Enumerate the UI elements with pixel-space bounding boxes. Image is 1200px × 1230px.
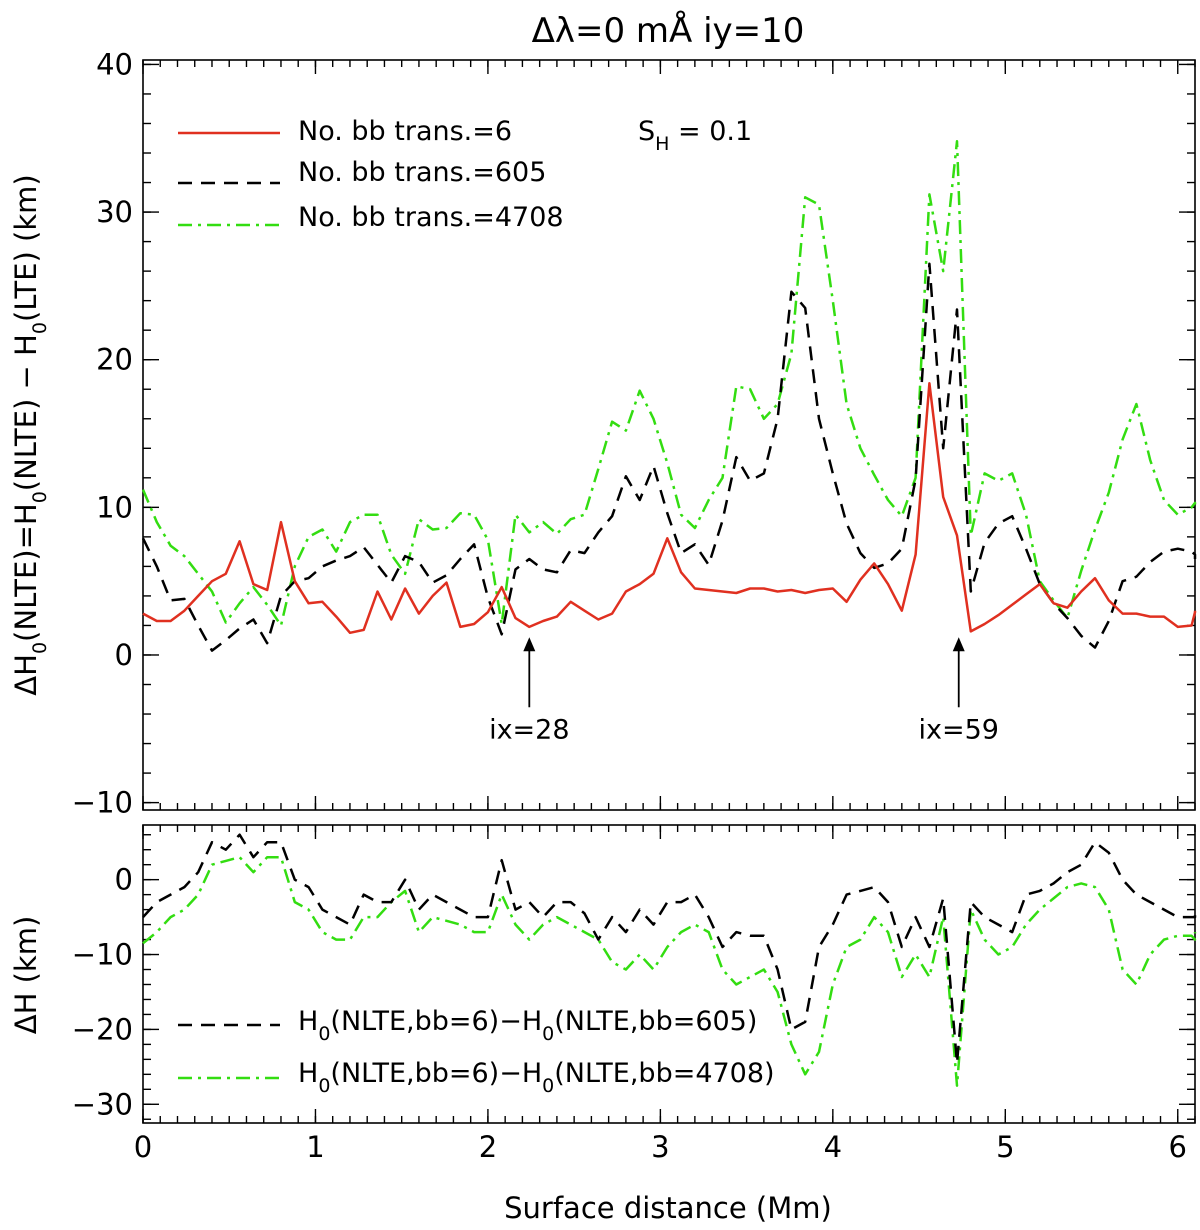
series-line-no-bb-trans-4708 [141,139,1197,627]
bottom-legend-label-4708: H0(NLTE,bb=6)−H0(NLTE,bb=4708) [298,1058,775,1097]
annotation-ix28: ix=28 [489,637,570,745]
annotation-label-ix59: ix=59 [918,714,998,745]
bottom-panel: 0 1 2 3 4 5 6 −30 −20 −10 0 H0(NLTE,bb=6)−H0(NLTE,… [9,824,1197,1164]
y-tick-label: 20 [96,343,133,377]
bottom-y-axis-label: ΔH (km) [9,916,43,1035]
y-tick-label: −10 [72,786,133,820]
bottom-legend-label-605: H0(NLTE,bb=6)−H0(NLTE,bb=605) [298,1006,757,1045]
y-tick-label: 40 [96,47,133,81]
y-tick-label: 10 [96,490,133,524]
chart-title: Δλ=0 mÅ iy=10 [532,10,805,51]
y-tick-label: 30 [96,195,133,229]
y-tick-label: 0 [115,638,133,672]
sh-label: SH = 0.1 [638,116,752,155]
series-line-no-bb-trans-6 [142,382,1197,635]
top-plot-frame [142,59,1196,811]
x-tick-label: 5 [996,1130,1014,1164]
top-legend: No. bb trans.=6 No. bb trans.=605 No. bb… [178,116,752,233]
series-line-h0-nlte-bb-6-h0-nlte-bb-605- [142,833,1197,1065]
legend-label-bb605: No. bb trans.=605 [298,157,546,188]
annotation-label-ix28: ix=28 [489,714,569,745]
bottom-legend: H0(NLTE,bb=6)−H0(NLTE,bb=605) H0(NLTE,bb… [178,1006,775,1097]
x-tick-label: 3 [651,1130,669,1164]
x-tick-label: 4 [824,1130,842,1164]
y-tick-label: 0 [115,863,133,897]
x-tick-label: 0 [134,1130,152,1164]
y-tick-label: −10 [72,938,133,972]
legend-label-bb6: No. bb trans.=6 [298,116,512,147]
x-tick-label: 1 [306,1130,324,1164]
y-tick-label: −30 [72,1087,133,1121]
x-axis-label: Surface distance (Mm) [504,1191,832,1225]
series-line-h0-nlte-bb-6-h0-nlte-bb-4708- [142,855,1197,1087]
top-panel: −10 0 10 20 30 40 No. bb trans.=6 No. bb tran… [9,47,1197,820]
arrow-head-ix59 [952,637,965,652]
y-tick-label: −20 [72,1012,133,1046]
x-tick-label: 2 [479,1130,497,1164]
annotation-ix59: ix=59 [918,637,999,745]
bottom-plot-frame [142,824,1196,1124]
legend-label-bb4708: No. bb trans.=4708 [298,202,564,233]
top-y-axis-label: ΔH0(NLTE)=H0(NLTE) − H0(LTE) (km) [9,174,51,695]
x-tick-label: 6 [1169,1130,1187,1164]
arrow-head-ix28 [523,637,536,652]
